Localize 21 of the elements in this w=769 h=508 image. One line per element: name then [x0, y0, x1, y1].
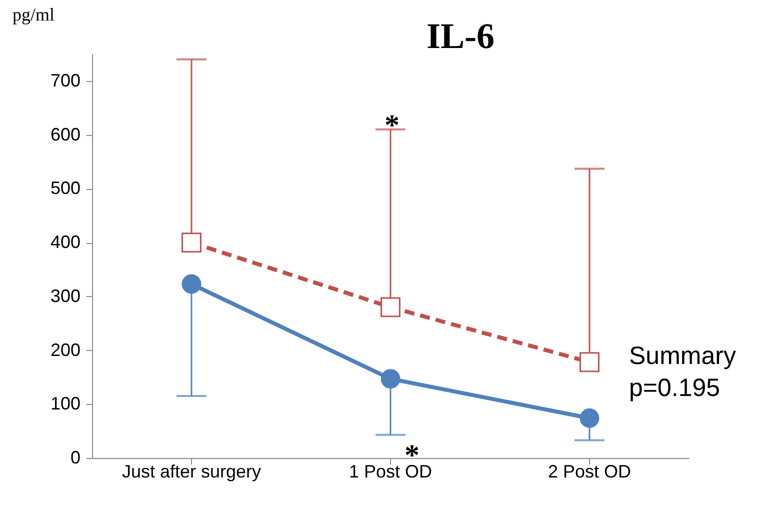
point — [580, 352, 600, 372]
point — [380, 369, 400, 389]
y-tick-label: 0 — [70, 448, 80, 468]
x-tick-label: Just after surgery — [122, 462, 262, 482]
point — [380, 297, 400, 318]
point — [580, 408, 600, 428]
y-tick-label: 600 — [50, 124, 80, 144]
y-tick-label: 500 — [50, 178, 80, 198]
point — [182, 274, 202, 294]
y-tick-label: 100 — [50, 394, 80, 414]
chart-title: IL-6 — [426, 16, 495, 56]
annotation: * — [384, 109, 400, 142]
y-axis-title: pg/ml — [12, 4, 55, 24]
y-tick-label: 300 — [50, 286, 80, 306]
x-tick-label: 2 Post OD — [548, 462, 632, 482]
y-tick-label: 200 — [50, 340, 80, 360]
y-tick-label: 700 — [50, 70, 80, 90]
annotation: Summary p=0.195 — [629, 342, 736, 402]
point — [182, 232, 202, 252]
x-tick-label: 1 Post OD — [348, 462, 432, 482]
y-tick-label: 400 — [50, 232, 80, 252]
